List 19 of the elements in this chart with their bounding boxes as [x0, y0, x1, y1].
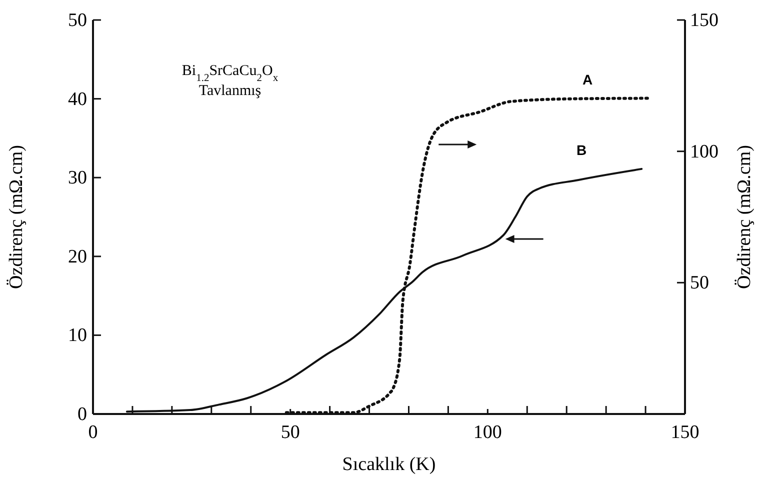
y2-tick-label: 100 — [690, 141, 718, 162]
annotation: Tavlanmış — [198, 83, 262, 99]
y2-tick-label: 50 — [690, 272, 709, 294]
series-label: A — [582, 71, 593, 88]
y-tick-label: 10 — [68, 325, 87, 346]
x-tick-label: 100 — [473, 422, 502, 443]
y-tick-label: 0 — [78, 404, 87, 425]
x-axis-title: Sıcaklık (K) — [342, 454, 436, 475]
y-tick-label: 40 — [68, 88, 87, 110]
y2-axis-title: Özdirenç (mΩ.cm) — [734, 145, 755, 289]
y-tick-label: 30 — [68, 168, 87, 189]
y2-tick-label: 150 — [690, 10, 718, 31]
y-axis-title: Özdirenç (mΩ.cm) — [6, 145, 27, 289]
annotation: Bi$_{1.2}$SrCaCu$_{2}$O$_{x}$ — [182, 63, 279, 84]
series-label: B — [576, 142, 587, 158]
x-tick-label: 50 — [280, 422, 300, 443]
x-tick-label: 150 — [670, 422, 700, 443]
y-tick-label: 50 — [68, 10, 87, 31]
y-tick-label: 20 — [68, 246, 87, 268]
